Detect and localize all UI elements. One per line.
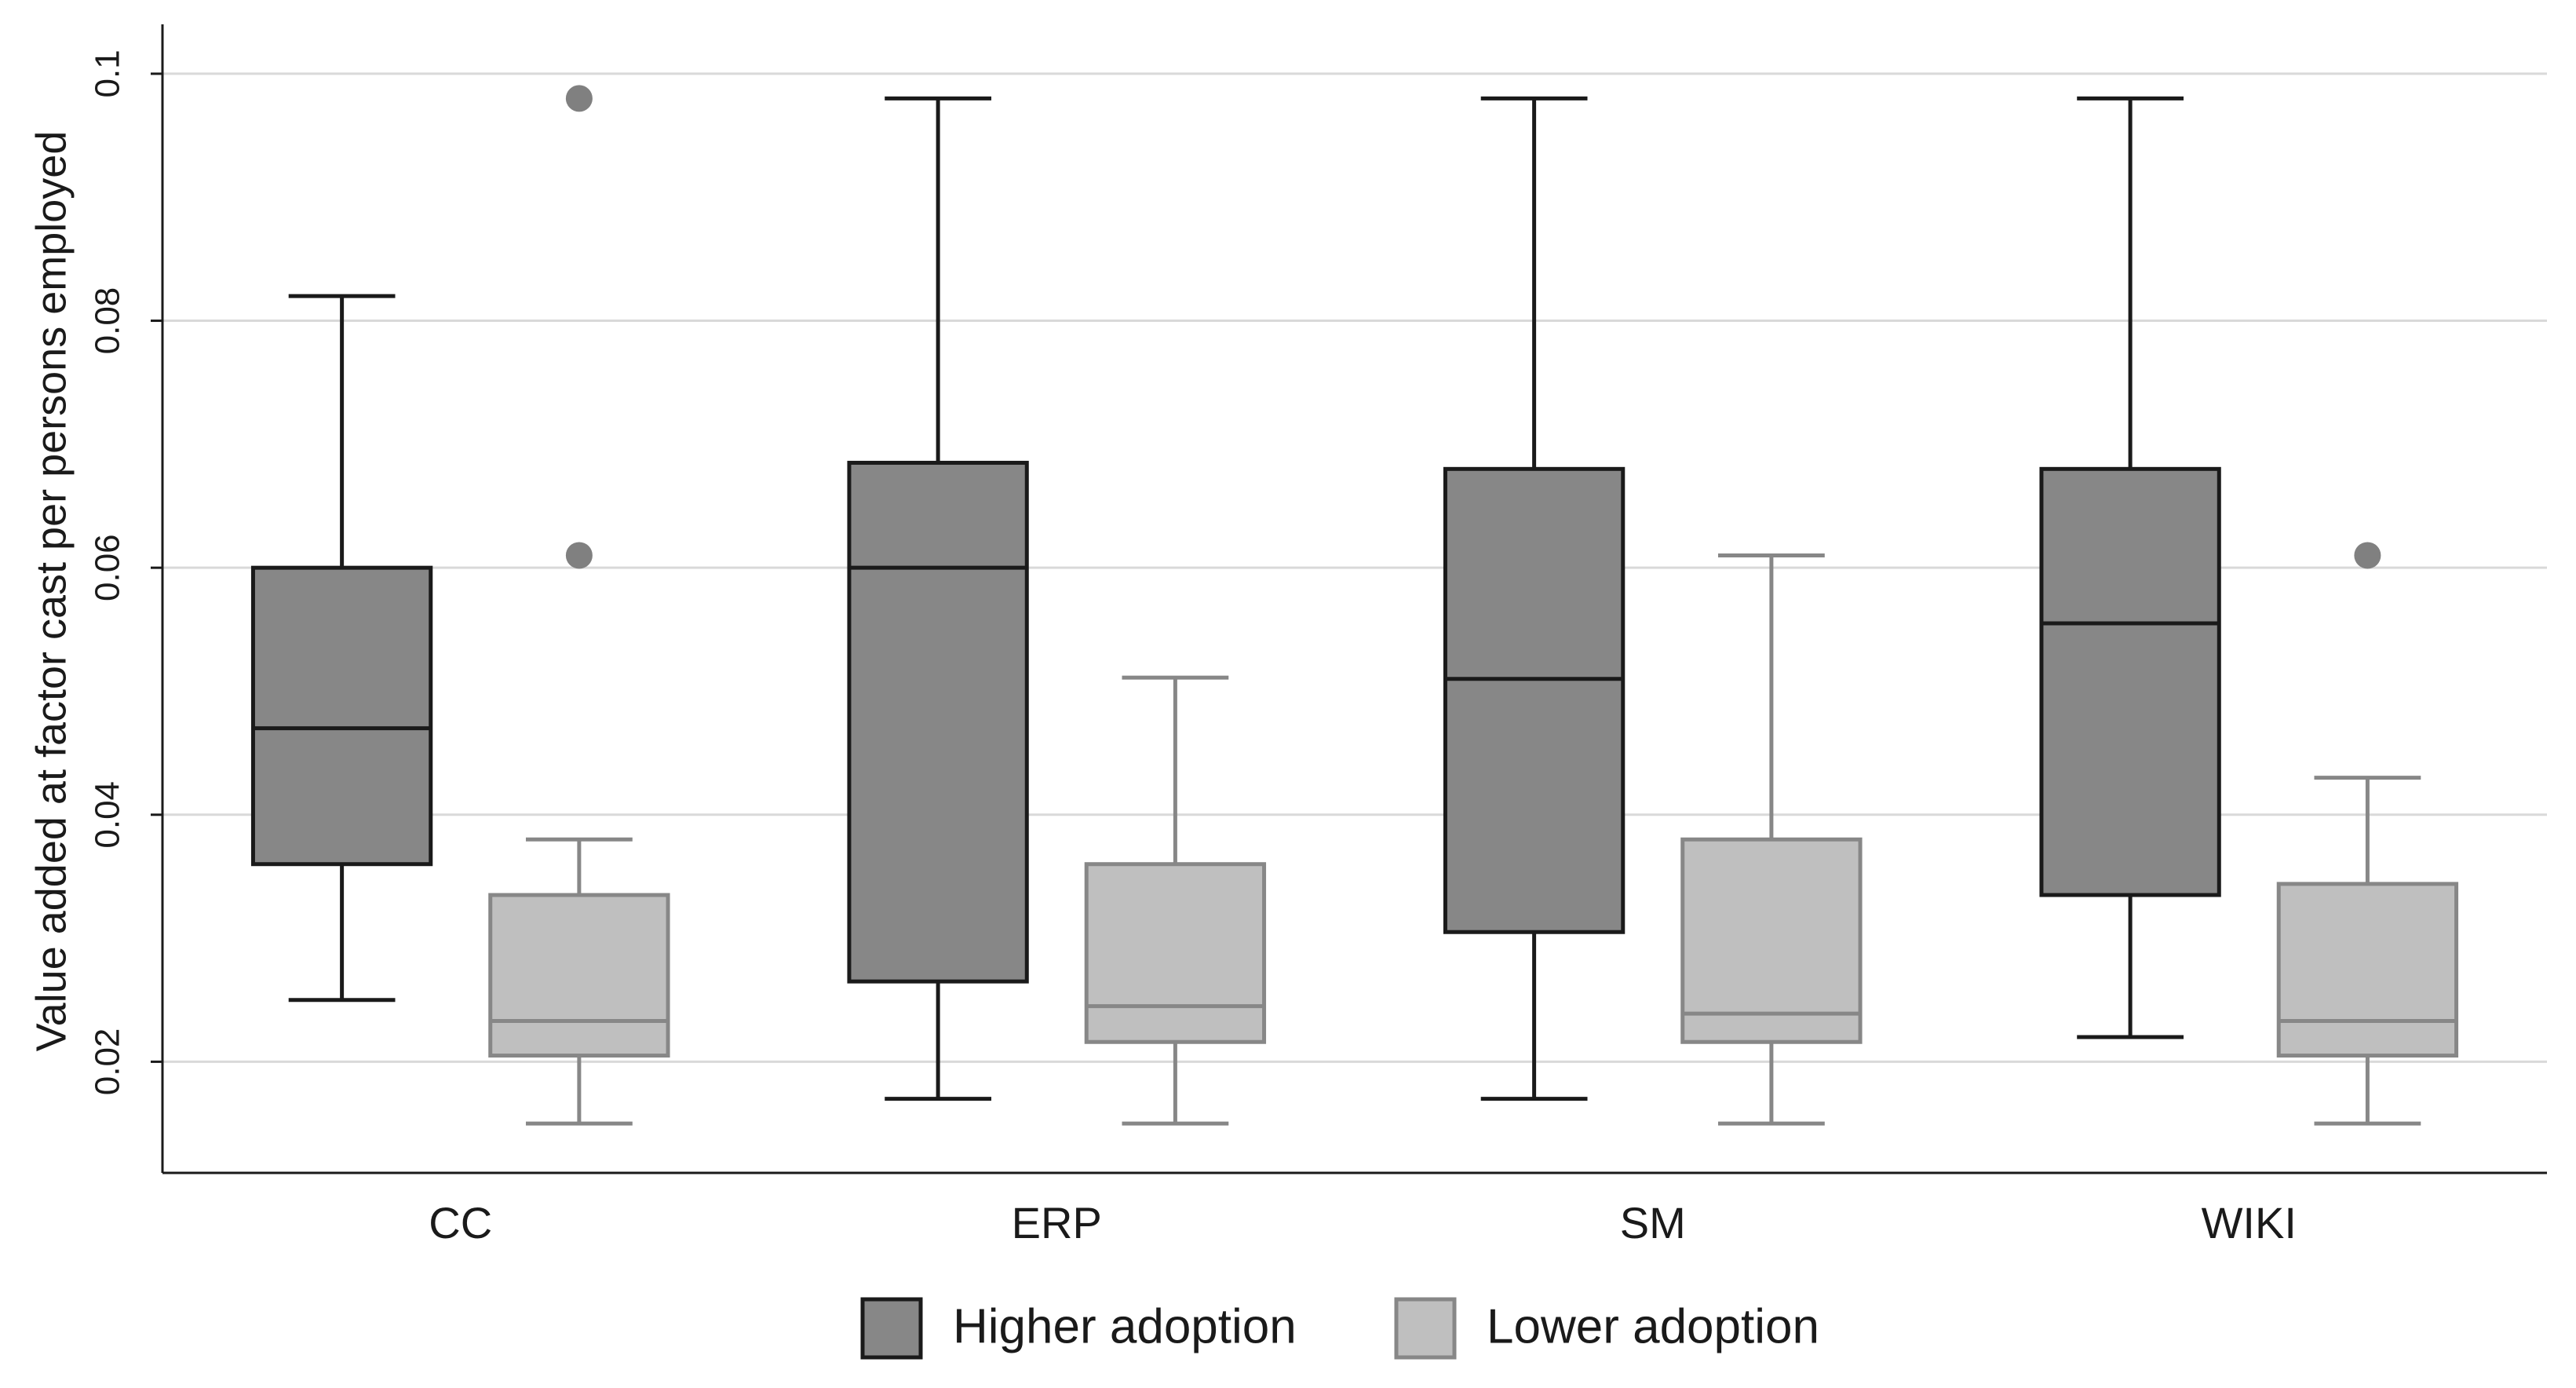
legend-swatch (1394, 1297, 1457, 1360)
x-tick-label: ERP (1012, 1198, 1102, 1247)
x-tick-label: SM (1620, 1198, 1686, 1247)
outlier (565, 85, 593, 112)
box (2039, 466, 2221, 897)
box (2276, 882, 2459, 1058)
box (488, 893, 670, 1058)
y-tick-label: 0.1 (89, 49, 127, 97)
outlier (2354, 542, 2381, 569)
y-axis-title: Value added at factor cast per persons e… (27, 131, 75, 1052)
box (1680, 837, 1863, 1044)
x-tick-label: WIKI (2202, 1198, 2297, 1247)
legend-label: Lower adoption (1487, 1299, 1819, 1353)
legend-label: Higher adoption (953, 1299, 1297, 1353)
legend-swatch (860, 1297, 923, 1360)
y-tick-label: 0.04 (89, 781, 127, 849)
box (250, 565, 433, 867)
y-tick-label: 0.02 (89, 1028, 127, 1096)
box (1443, 466, 1626, 934)
box (847, 460, 1029, 984)
box (1084, 862, 1267, 1044)
x-tick-label: CC (429, 1198, 492, 1247)
y-tick-label: 0.08 (89, 287, 127, 355)
y-tick-label: 0.06 (89, 534, 127, 601)
outlier (565, 542, 593, 569)
